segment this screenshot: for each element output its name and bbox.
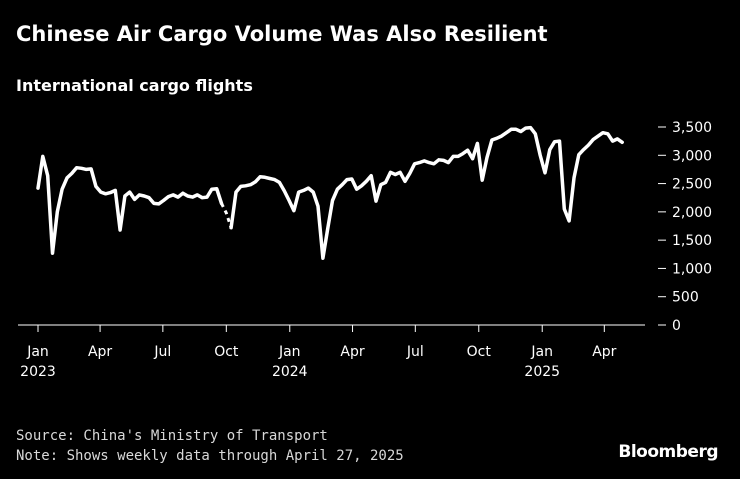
series-line-segment — [36, 154, 224, 255]
x-tick-label: Oct — [467, 344, 492, 360]
x-axis: Jan 2023 Apr Jul Oct Jan 2024 Apr Jul Oct Jan 2025 A… — [18, 324, 645, 380]
y-tick-label: 0 — [672, 318, 681, 334]
y-tick-label: 500 — [672, 290, 699, 306]
bloomberg-logo: Bloomberg — [618, 442, 718, 462]
y-tick-label: 3,000 — [672, 148, 712, 164]
chart-title: Chinese Air Cargo Volume Was Also Resili… — [16, 22, 548, 46]
series-gap-dashed — [220, 202, 233, 229]
footnote: Note: Shows weekly data through April 27… — [16, 448, 404, 464]
x-tick-label: Jul — [153, 344, 171, 360]
x-tick-label: Jan — [278, 344, 301, 360]
chart-subtitle: International cargo flights — [16, 76, 253, 95]
x-tick-label: Apr — [592, 344, 616, 360]
x-year-label: 2024 — [272, 364, 308, 380]
y-tick-label: 2,000 — [672, 205, 712, 221]
y-tick-label: 1,000 — [672, 261, 712, 277]
y-tick-label: 3,500 — [672, 120, 712, 136]
x-tick-label: Apr — [88, 344, 112, 360]
y-axis: 0 500 1,000 1,500 2,000 2,500 3,000 3,500 — [658, 120, 712, 334]
x-year-label: 2025 — [524, 364, 560, 380]
series-line-segment — [229, 125, 624, 260]
x-tick-label: Apr — [340, 344, 364, 360]
x-year-label: 2023 — [20, 364, 56, 380]
x-tick-label: Jan — [26, 344, 49, 360]
y-tick-label: 2,500 — [672, 177, 712, 193]
x-tick-label: Oct — [214, 344, 239, 360]
x-tick-label: Jan — [530, 344, 553, 360]
source-note: Source: China's Ministry of Transport — [16, 428, 328, 444]
x-tick-label: Jul — [406, 344, 424, 360]
series-group — [36, 125, 624, 260]
y-tick-label: 1,500 — [672, 233, 712, 249]
